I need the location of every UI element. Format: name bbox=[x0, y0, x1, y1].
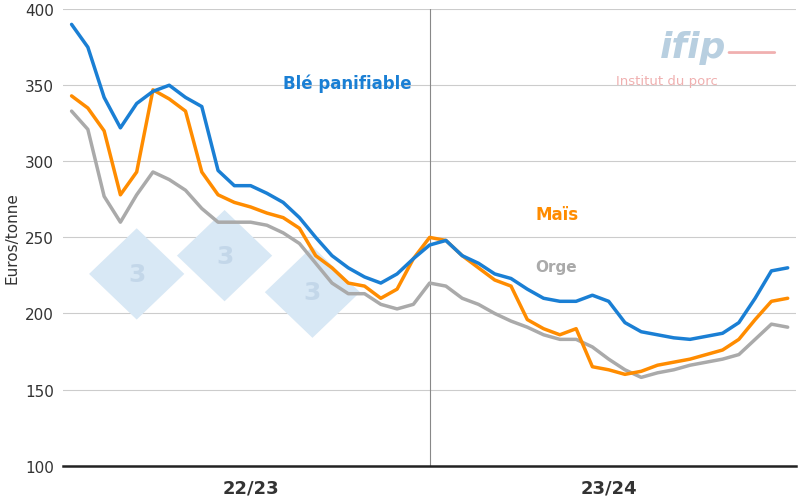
Text: 3: 3 bbox=[128, 263, 146, 287]
Polygon shape bbox=[89, 229, 184, 320]
Polygon shape bbox=[265, 247, 360, 338]
Text: 3: 3 bbox=[304, 281, 321, 305]
Text: Maïs: Maïs bbox=[535, 206, 578, 224]
Y-axis label: Euros/tonne: Euros/tonne bbox=[4, 192, 19, 284]
Polygon shape bbox=[177, 210, 272, 302]
Text: Orge: Orge bbox=[535, 260, 577, 275]
Text: Institut du porc: Institut du porc bbox=[616, 75, 718, 88]
Text: 3: 3 bbox=[216, 244, 234, 268]
Text: ifip: ifip bbox=[660, 31, 726, 65]
Text: Blé panifiable: Blé panifiable bbox=[283, 75, 412, 93]
